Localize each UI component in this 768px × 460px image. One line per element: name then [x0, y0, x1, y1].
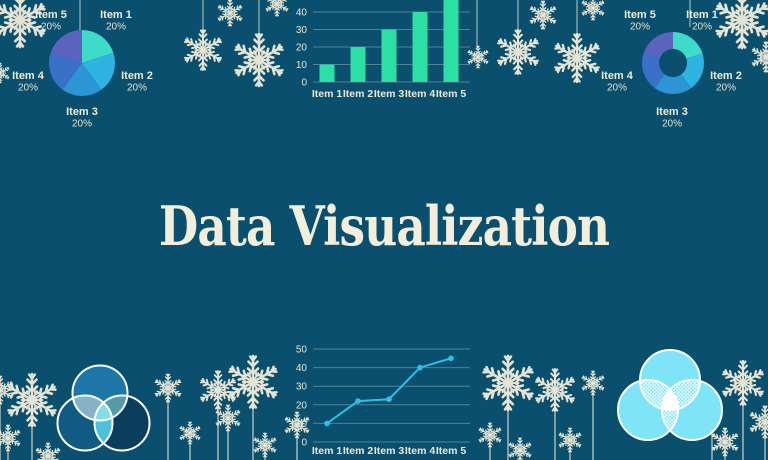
pie-slice: [82, 30, 114, 63]
venn-outline: [93, 394, 151, 452]
y-tick-label: 30: [296, 25, 308, 36]
pie-slice: [62, 63, 102, 96]
slice-value: 20%: [662, 119, 682, 130]
data-point-marker: [417, 364, 423, 371]
slice-value: 20%: [72, 119, 92, 130]
x-tick-label: Item 3: [374, 445, 405, 457]
y-tick-label: 10: [296, 419, 308, 430]
venn-circle: [640, 380, 678, 410]
venn-outline: [661, 379, 723, 441]
slice-value: 20%: [607, 83, 627, 94]
slice-label: Item 2: [710, 70, 742, 82]
donut-chart: Item 120%Item 220%Item 320%Item 420%Item…: [601, 9, 742, 130]
venn-outline: [639, 349, 701, 411]
donut-slice: [654, 74, 692, 94]
x-tick-label: Item 4: [405, 88, 436, 100]
slice-value: 20%: [630, 22, 650, 33]
x-tick-label: Item 5: [436, 88, 467, 100]
line-chart: 0 10 20 30 40 50 Item 1 Item 2 Item 3 Item 4 Item …: [296, 345, 470, 457]
x-tick-label: Item 2: [343, 445, 374, 457]
slice-label: Item 1: [100, 9, 132, 21]
venn-outline: [71, 364, 129, 422]
bar: [381, 29, 397, 82]
slice-label: Item 5: [35, 9, 67, 21]
bar: [319, 64, 335, 82]
vl: [56, 364, 151, 452]
slice-label: Item 3: [656, 106, 688, 118]
data-point-marker: [355, 398, 361, 404]
y-tick-label: 20: [296, 43, 308, 54]
y-tick-label: 10: [296, 60, 308, 71]
x-tick-label: Item 3: [374, 88, 405, 100]
slice-value: 20%: [692, 22, 712, 33]
venn-circle: [662, 380, 700, 410]
bar: [412, 12, 428, 82]
y-tick-label: 0: [301, 438, 307, 449]
vr: [617, 349, 723, 441]
x-tick-label: Item 4: [405, 445, 436, 457]
bar: [443, 0, 459, 82]
y-tick-label: 0: [301, 78, 307, 89]
x-tick-label: Item 1: [312, 88, 343, 100]
slice-value: 20%: [41, 22, 61, 33]
x-tick-label: Item 2: [343, 88, 374, 100]
bar: [350, 47, 366, 82]
data-point-marker: [324, 420, 330, 427]
donut-slice: [643, 32, 673, 59]
pie-slice: [82, 52, 115, 90]
slice-label: Item 4: [12, 70, 45, 82]
donut-slice: [642, 53, 665, 89]
y-tick-label: 40: [296, 8, 308, 19]
slice-label: Item 2: [121, 70, 153, 82]
venn-outline: [617, 379, 679, 441]
slice-label: Item 1: [686, 9, 718, 21]
slice-value: 20%: [18, 83, 38, 94]
data-point-marker: [448, 355, 454, 362]
slice-label: Item 3: [66, 106, 98, 118]
data-point-marker: [386, 396, 392, 403]
pie-slice: [50, 30, 82, 63]
slice-value: 20%: [106, 22, 126, 33]
y-tick-label: 40: [296, 363, 308, 374]
venn-outline: [56, 394, 114, 452]
pie-slice: [49, 52, 82, 90]
donut-slice: [681, 53, 704, 89]
x-tick-label: Item 1: [312, 445, 343, 457]
slice-label: Item 4: [601, 70, 634, 82]
pie-chart: Item 120%Item 220%Item 320%Item 420%Item…: [12, 9, 153, 130]
slice-value: 20%: [127, 83, 147, 94]
slice-label: Item 5: [624, 9, 656, 21]
bar-chart: 0 10 20 30 40 Item 1 Item 2 Item 3 Item 4 Item 5: [296, 0, 470, 100]
y-tick-label: 20: [296, 400, 308, 411]
slice-value: 20%: [716, 83, 736, 94]
y-tick-label: 50: [296, 345, 308, 356]
x-tick-label: Item 5: [436, 445, 467, 457]
donut-slice: [673, 32, 703, 59]
y-tick-label: 30: [296, 382, 308, 393]
